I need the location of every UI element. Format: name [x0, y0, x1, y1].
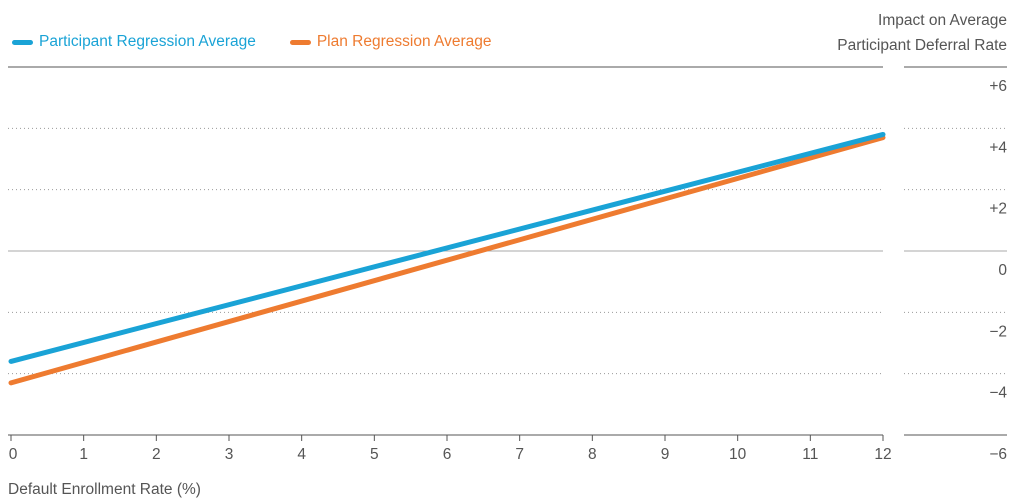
x-tick-label: 6	[443, 446, 452, 463]
y-tick-label: −4	[989, 385, 1007, 402]
x-tick-label: 11	[802, 446, 818, 463]
x-axis-title: Default Enrollment Rate (%)	[8, 481, 201, 498]
legend-label-plan: Plan Regression Average	[316, 33, 492, 50]
y-tick-label: −6	[989, 446, 1007, 463]
y-axis-title-line-2: Participant Deferral Rate	[837, 37, 1007, 54]
chart-legend: Participant Regression Average Plan Regr…	[12, 33, 491, 51]
legend-swatch-participant	[12, 39, 33, 45]
x-tick-label: 3	[225, 446, 234, 463]
y-tick-label: −2	[989, 323, 1007, 340]
x-tick-label: 7	[515, 446, 524, 463]
y-tick-label: +4	[989, 139, 1007, 156]
legend-swatch-plan	[289, 39, 311, 45]
legend-item-plan: Plan Regression Average	[289, 33, 492, 51]
legend-item-participant: Participant Regression Average	[12, 33, 256, 51]
x-tick-label: 12	[874, 446, 891, 463]
x-tick-label: 4	[297, 446, 306, 463]
legend-label-participant: Participant Regression Average	[39, 33, 256, 50]
y-axis-title: Impact on Average Participant Deferral R…	[837, 8, 1007, 58]
x-tick-label: 1	[79, 446, 88, 463]
y-tick-label: +2	[989, 201, 1007, 218]
x-tick-label: 9	[661, 446, 670, 463]
x-tick-label: 2	[152, 446, 161, 463]
x-tick-label: 5	[370, 446, 379, 463]
y-tick-label: +6	[989, 78, 1007, 95]
x-tick-label: 8	[588, 446, 597, 463]
y-axis-title-line-1: Impact on Average	[878, 12, 1007, 29]
series-line-participant	[8, 131, 886, 364]
y-tick-label: 0	[998, 262, 1007, 279]
x-tick-label: 10	[729, 446, 747, 463]
x-tick-label: 0	[9, 446, 18, 463]
series-line-plan	[8, 135, 886, 386]
